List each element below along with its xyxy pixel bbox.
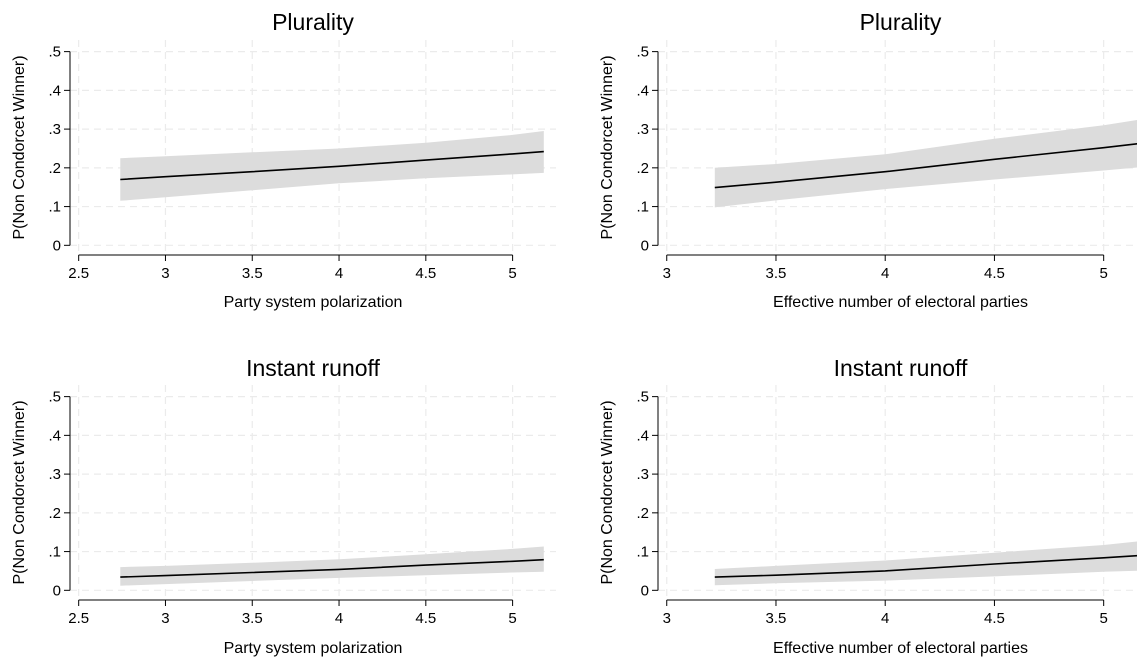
y-axis-label: P(Non Condorcet Winner): [11, 55, 28, 239]
chart-panel-1: 0 .1 .2 .3 .4 .5 2.5 3 3.5 4 4.5 5 Plurality Party sy…: [11, 9, 556, 311]
estimate-line: [120, 150, 544, 181]
x-tick-label: 5: [1100, 265, 1108, 282]
chart-title: Plurality: [272, 9, 354, 35]
confidence-band: [120, 131, 544, 201]
confidence-band: [714, 541, 1137, 586]
y-tick-label: .4: [636, 427, 649, 444]
y-tick-label: .4: [636, 82, 649, 99]
x-axis-label: Effective number of electoral parties: [773, 640, 1028, 657]
y-tick-label: .1: [48, 199, 61, 216]
x-tick-label: 4: [881, 265, 889, 282]
chart-panel-4: 0 .1 .2 .3 .4 .5 3 3.5 4 4.5 5 Instant runoff Effect…: [599, 355, 1137, 657]
x-tick-label: 4.5: [984, 610, 1005, 627]
x-tick-label: 2.5: [68, 610, 89, 627]
x-tick-label: 4: [881, 610, 889, 627]
y-tick-label: .2: [636, 505, 649, 522]
y-tick-label: .5: [636, 389, 649, 406]
x-tick-label: 4: [335, 610, 343, 627]
x-tick-label: 5: [1100, 610, 1108, 627]
x-tick-label: 4.5: [984, 265, 1005, 282]
y-tick-label: .1: [48, 544, 61, 561]
confidence-band: [714, 119, 1137, 208]
x-tick-label: 4.5: [415, 610, 436, 627]
confidence-band: [120, 546, 544, 586]
x-tick-label: 5: [508, 265, 516, 282]
estimate-line: [120, 558, 544, 578]
x-tick-label: 3: [663, 265, 671, 282]
y-tick-label: .5: [48, 389, 61, 406]
chart-panel-3: 0 .1 .2 .3 .4 .5 2.5 3 3.5 4 4.5 5 Instant runoff Par…: [11, 355, 556, 657]
chart-panel-2: 0 .1 .2 .3 .4 .5 3 3.5 4 4.5 5 Plurality Effective n…: [599, 9, 1137, 311]
y-axis-label: P(Non Condorcet Winner): [599, 400, 616, 584]
y-tick-label: 0: [53, 237, 61, 254]
estimate-line: [714, 554, 1137, 578]
y-tick-label: .3: [48, 466, 61, 483]
x-tick-label: 3: [161, 265, 169, 282]
x-tick-label: 4: [335, 265, 343, 282]
y-tick-label: .3: [48, 121, 61, 138]
x-tick-label: 3.5: [242, 265, 263, 282]
y-tick-label: .1: [636, 199, 649, 216]
x-axis-label: Effective number of electoral parties: [773, 294, 1028, 311]
y-tick-label: .4: [48, 82, 61, 99]
y-tick-label: .1: [636, 544, 649, 561]
x-tick-label: 2.5: [68, 265, 89, 282]
x-tick-label: 3.5: [766, 265, 787, 282]
x-tick-label: 3: [663, 610, 671, 627]
chart-title: Plurality: [860, 9, 942, 35]
x-tick-label: 3: [161, 610, 169, 627]
y-axis-label: P(Non Condorcet Winner): [599, 55, 616, 239]
y-tick-label: .3: [636, 466, 649, 483]
x-tick-label: 3.5: [766, 610, 787, 627]
chart-title: Instant runoff: [834, 355, 968, 381]
x-tick-label: 3.5: [242, 610, 263, 627]
x-tick-label: 5: [508, 610, 516, 627]
y-tick-label: .2: [636, 160, 649, 177]
chart-title: Instant runoff: [246, 355, 380, 381]
y-tick-label: 0: [641, 237, 649, 254]
y-tick-label: .5: [48, 44, 61, 61]
y-tick-label: 0: [53, 582, 61, 599]
x-tick-label: 4.5: [415, 265, 436, 282]
y-tick-label: .3: [636, 121, 649, 138]
estimate-line: [714, 143, 1137, 189]
y-tick-label: .2: [48, 505, 61, 522]
x-axis-label: Party system polarization: [224, 640, 403, 657]
y-axis-label: P(Non Condorcet Winner): [11, 400, 28, 584]
x-axis-label: Party system polarization: [224, 294, 403, 311]
y-tick-label: .4: [48, 427, 61, 444]
y-tick-label: 0: [641, 582, 649, 599]
y-tick-label: .5: [636, 44, 649, 61]
y-tick-label: .2: [48, 160, 61, 177]
